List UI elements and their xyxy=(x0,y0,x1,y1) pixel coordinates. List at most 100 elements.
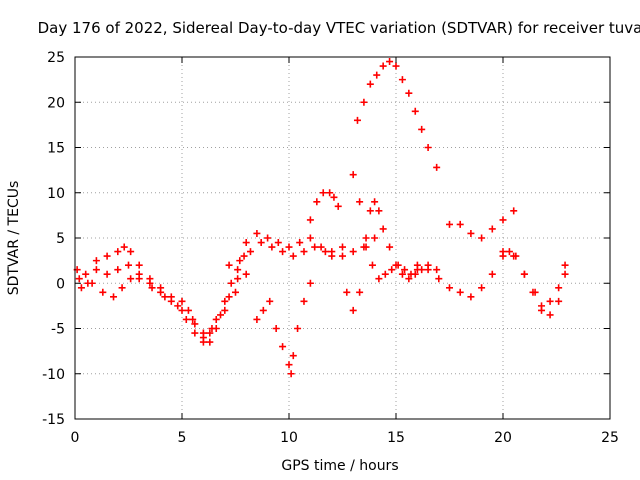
data-point xyxy=(317,243,325,251)
data-point xyxy=(157,288,165,296)
data-point xyxy=(467,229,475,237)
data-point xyxy=(531,288,539,296)
data-point xyxy=(446,220,453,228)
data-point xyxy=(294,325,302,332)
data-point xyxy=(225,261,233,269)
data-point xyxy=(546,297,554,305)
data-point xyxy=(135,261,143,269)
data-point xyxy=(240,252,248,260)
series-layer xyxy=(73,58,569,378)
data-point xyxy=(467,293,475,301)
data-point xyxy=(488,270,496,278)
series-trace-d xyxy=(225,239,336,269)
data-point xyxy=(212,315,220,323)
data-point xyxy=(99,288,107,296)
data-point xyxy=(368,261,376,269)
data-point xyxy=(510,207,518,215)
data-point xyxy=(206,338,214,346)
x-tick-label: 5 xyxy=(178,430,187,446)
data-point xyxy=(392,62,400,70)
data-point xyxy=(103,270,111,278)
data-point xyxy=(167,297,175,305)
data-point xyxy=(362,234,370,242)
data-point xyxy=(386,243,394,251)
data-point xyxy=(313,198,321,206)
data-point xyxy=(339,252,346,260)
series-trace-e xyxy=(242,229,379,260)
y-tick-label: 10 xyxy=(47,186,65,202)
data-point xyxy=(392,261,400,269)
data-point xyxy=(287,370,295,378)
data-point xyxy=(225,293,233,301)
data-point xyxy=(125,261,132,269)
data-point xyxy=(326,189,334,197)
data-point xyxy=(82,270,90,278)
data-point xyxy=(435,275,443,283)
series-trace-c xyxy=(77,270,242,342)
data-point xyxy=(499,248,507,256)
data-point xyxy=(505,248,513,256)
data-point xyxy=(161,293,169,301)
data-point xyxy=(285,361,293,369)
data-point xyxy=(306,234,314,242)
data-point xyxy=(343,288,351,296)
data-point xyxy=(424,144,432,151)
data-point xyxy=(236,257,244,265)
data-point xyxy=(120,243,128,251)
data-point xyxy=(77,284,85,292)
x-tick-label: 15 xyxy=(387,430,405,446)
series-trace-k xyxy=(413,248,569,319)
data-point xyxy=(349,306,357,314)
data-point xyxy=(388,266,396,274)
data-point xyxy=(227,279,235,287)
data-point xyxy=(285,243,293,251)
data-point xyxy=(510,252,518,260)
data-point xyxy=(555,284,563,292)
series-trace-l xyxy=(446,207,518,242)
x-tick-label: 20 xyxy=(494,430,512,446)
y-tick-label: 25 xyxy=(47,50,65,66)
data-point xyxy=(272,325,280,332)
data-point xyxy=(328,248,336,256)
data-point xyxy=(401,266,409,274)
data-point xyxy=(191,329,199,337)
data-point xyxy=(103,252,111,260)
data-point xyxy=(300,248,308,256)
data-point xyxy=(411,270,419,278)
data-point xyxy=(349,171,357,179)
data-point xyxy=(135,270,143,278)
x-tick-label: 10 xyxy=(280,430,298,446)
y-tick-label: 20 xyxy=(47,95,65,111)
data-point xyxy=(398,270,406,278)
data-point xyxy=(206,329,214,337)
y-axis-label: SDTVAR / TECUs xyxy=(6,181,22,296)
data-point xyxy=(199,334,207,342)
data-point xyxy=(418,125,426,133)
data-point xyxy=(371,234,379,242)
data-point xyxy=(349,248,357,256)
data-point xyxy=(300,297,308,305)
y-tick-label: 5 xyxy=(56,231,65,247)
data-point xyxy=(386,58,394,66)
data-point xyxy=(379,62,387,70)
data-point xyxy=(114,266,122,274)
data-point xyxy=(279,343,287,351)
data-point xyxy=(398,76,406,84)
data-point xyxy=(174,302,182,310)
x-tick-label: 25 xyxy=(601,430,619,446)
data-point xyxy=(405,89,413,97)
data-point xyxy=(381,270,389,278)
data-point xyxy=(413,261,421,269)
data-point xyxy=(146,279,154,287)
series-trace-i xyxy=(362,198,441,283)
data-point xyxy=(306,279,314,287)
data-point xyxy=(353,116,361,124)
series-trace-j xyxy=(353,58,441,171)
data-point xyxy=(118,284,126,292)
data-point xyxy=(234,275,242,283)
data-point xyxy=(561,270,569,278)
data-point xyxy=(92,257,100,265)
data-point xyxy=(546,311,554,319)
data-point xyxy=(371,198,379,206)
data-point xyxy=(279,248,287,256)
